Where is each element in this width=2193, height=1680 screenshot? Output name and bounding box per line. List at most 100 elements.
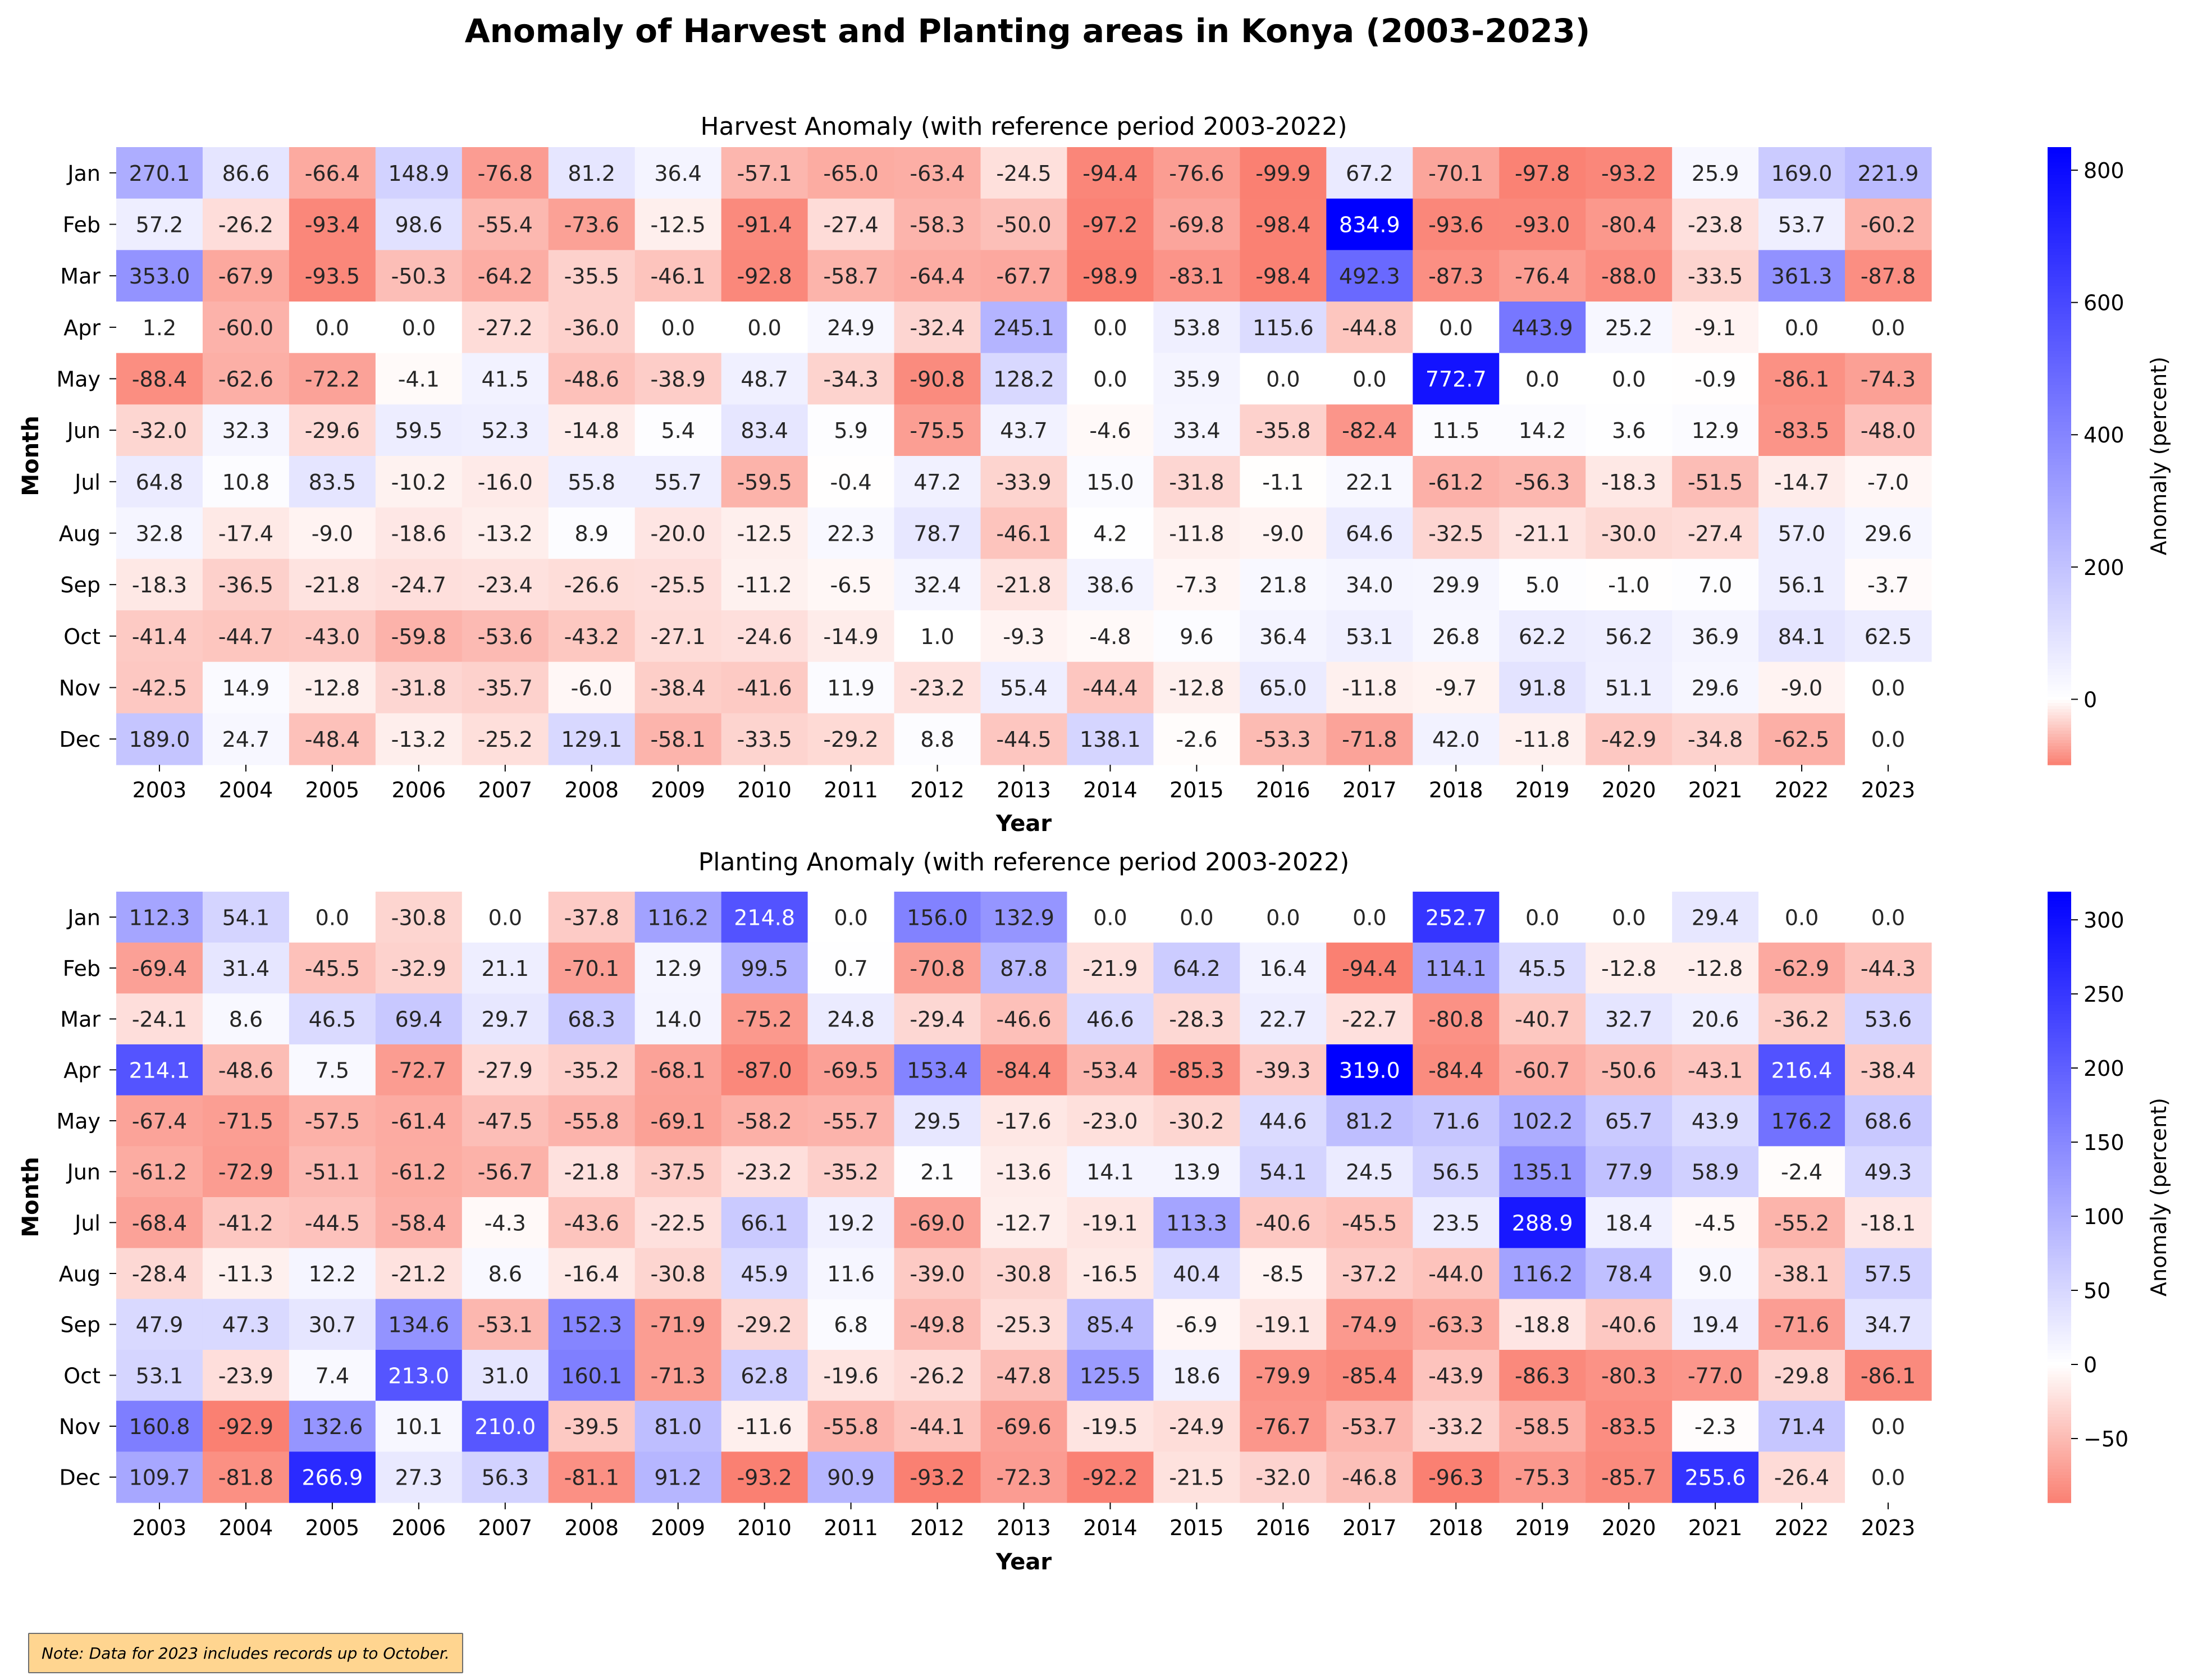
cell-label: 46.6 bbox=[1086, 1007, 1134, 1032]
colorbar-segment bbox=[2048, 561, 2071, 565]
cell-label: -91.4 bbox=[737, 213, 792, 238]
colorbar-segment bbox=[2048, 1243, 2071, 1247]
cell-label: -79.9 bbox=[1255, 1363, 1310, 1388]
heatmap-cell bbox=[548, 1044, 636, 1096]
cell-label: 53.1 bbox=[136, 1363, 184, 1388]
cell-label: 98.6 bbox=[395, 213, 443, 238]
heatmap-panel: Planting Anomaly (with reference period … bbox=[18, 848, 2171, 1575]
heatmap-cell bbox=[116, 456, 203, 508]
cell-label: -44.0 bbox=[1428, 1262, 1483, 1286]
cell-label: -43.0 bbox=[305, 624, 360, 649]
cell-label: 8.9 bbox=[575, 522, 609, 546]
colorbar-segment bbox=[2048, 240, 2071, 244]
heatmap-cell bbox=[1586, 1248, 1673, 1299]
heatmap-cell bbox=[1758, 404, 1845, 456]
colorbar-segment bbox=[2048, 604, 2071, 608]
cell-label: -16.5 bbox=[1082, 1262, 1137, 1286]
heatmap-cell bbox=[1326, 507, 1413, 559]
cell-label: -70.1 bbox=[564, 956, 619, 981]
heatmap-cell bbox=[721, 507, 808, 559]
heatmap-cell bbox=[1153, 942, 1240, 994]
heatmap-cell bbox=[807, 1248, 895, 1299]
colorbar-segment bbox=[2048, 943, 2071, 947]
colorbar-segment bbox=[2048, 1493, 2071, 1497]
cell-label: -24.6 bbox=[737, 624, 792, 649]
cell-label: -21.8 bbox=[996, 573, 1051, 597]
cell-label: 65.7 bbox=[1605, 1109, 1653, 1134]
colorbar-segment bbox=[2048, 487, 2071, 491]
cell-label: 492.3 bbox=[1339, 264, 1400, 289]
heatmap-cell bbox=[980, 404, 1068, 456]
cell-label: -28.4 bbox=[132, 1262, 187, 1286]
colorbar-segment bbox=[2048, 1450, 2071, 1454]
x-tick-label: 2009 bbox=[651, 1515, 705, 1540]
colorbar-segment bbox=[2048, 304, 2071, 308]
heatmap-cell bbox=[289, 147, 376, 199]
colorbar-segment bbox=[2048, 1267, 2071, 1271]
heatmap-cell bbox=[1672, 353, 1759, 405]
heatmap-cell bbox=[1758, 1451, 1845, 1503]
cell-label: -61.4 bbox=[391, 1109, 446, 1134]
colorbar-segment bbox=[2048, 922, 2071, 926]
heatmap-cell bbox=[116, 1400, 203, 1452]
cell-label: -40.6 bbox=[1601, 1313, 1656, 1337]
colorbar-label: Anomaly (percent) bbox=[2146, 1098, 2171, 1296]
cell-label: -50.6 bbox=[1601, 1058, 1656, 1083]
cell-label: 44.6 bbox=[1259, 1109, 1307, 1134]
heatmap-cell bbox=[116, 1197, 203, 1249]
colorbar-segment bbox=[2048, 588, 2071, 592]
colorbar-segment bbox=[2048, 397, 2071, 401]
heatmap-cell bbox=[548, 1299, 636, 1350]
cell-label: 24.9 bbox=[827, 316, 875, 340]
heatmap-cell bbox=[1153, 1248, 1240, 1299]
heatmap-cell bbox=[289, 353, 376, 405]
cell-label: 0.7 bbox=[834, 956, 867, 981]
heatmap-cell bbox=[980, 1451, 1068, 1503]
cell-label: -62.6 bbox=[218, 367, 273, 392]
colorbar-segment bbox=[2048, 1001, 2071, 1006]
cell-label: -35.5 bbox=[564, 264, 619, 289]
heatmap-cell bbox=[375, 1044, 463, 1096]
cell-label: 12.2 bbox=[309, 1262, 357, 1286]
heatmap-cell bbox=[462, 993, 549, 1045]
heatmap-cell bbox=[1326, 942, 1413, 994]
cell-label: -34.8 bbox=[1688, 727, 1743, 752]
cell-label: 47.9 bbox=[136, 1313, 184, 1337]
heatmap-cell bbox=[1499, 507, 1586, 559]
heatmap-cell bbox=[548, 892, 636, 943]
colorbar-segment bbox=[2048, 1117, 2071, 1121]
colorbar-segment bbox=[2048, 246, 2071, 250]
colorbar-segment bbox=[2048, 1020, 2071, 1024]
heatmap-cell bbox=[1499, 404, 1586, 456]
heatmap-cell bbox=[894, 147, 981, 199]
cell-label: 353.0 bbox=[129, 264, 190, 289]
cell-label: 0.0 bbox=[1353, 367, 1386, 392]
cell-label: -4.1 bbox=[398, 367, 440, 392]
x-tick-label: 2008 bbox=[564, 778, 619, 802]
y-axis-label: Month bbox=[18, 1157, 44, 1237]
colorbar-segment bbox=[2048, 644, 2071, 648]
cell-label: -61.2 bbox=[391, 1160, 446, 1185]
colorbar-segment bbox=[2048, 1056, 2071, 1060]
colorbar-segment bbox=[2048, 419, 2071, 423]
heatmap-cell bbox=[116, 302, 203, 354]
y-axis-label: Month bbox=[18, 416, 44, 496]
heatmap-cell bbox=[462, 1350, 549, 1401]
colorbar-segment bbox=[2048, 931, 2071, 935]
cell-label: -21.1 bbox=[1515, 522, 1570, 546]
colorbar-segment bbox=[2048, 512, 2071, 515]
cell-label: 214.8 bbox=[734, 905, 795, 930]
cell-label: 55.7 bbox=[654, 470, 702, 495]
colorbar-segment bbox=[2048, 1093, 2071, 1097]
cell-label: 25.9 bbox=[1692, 161, 1739, 186]
cell-label: 31.0 bbox=[481, 1363, 529, 1388]
colorbar-segment bbox=[2048, 1185, 2071, 1189]
cell-label: 24.8 bbox=[827, 1007, 875, 1032]
x-tick-label: 2018 bbox=[1429, 778, 1483, 802]
colorbar-segment bbox=[2048, 619, 2071, 623]
heatmap-cell bbox=[1845, 892, 1932, 943]
heatmap-cell bbox=[1499, 993, 1586, 1045]
heatmap-cell bbox=[375, 1248, 463, 1299]
colorbar-segment bbox=[2048, 1032, 2071, 1036]
heatmap-cell bbox=[202, 1451, 290, 1503]
